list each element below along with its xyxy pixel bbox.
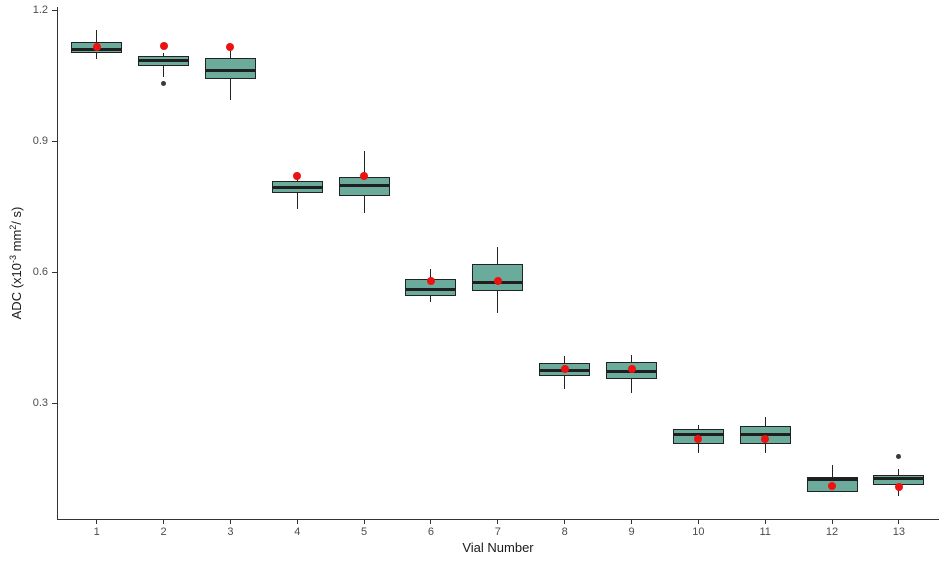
y-tick-label: 1.2: [32, 4, 48, 17]
whisker-upper: [229, 50, 231, 59]
mean-point: [627, 365, 636, 374]
whisker-lower: [697, 444, 699, 453]
y-title-suffix: / s): [9, 206, 25, 225]
whisker-upper: [363, 151, 365, 177]
y-title-exponent: -3: [7, 254, 18, 264]
whisker-lower: [363, 196, 365, 214]
median-line: [739, 432, 791, 436]
x-tick-mark: [430, 520, 432, 524]
x-tick-mark: [831, 520, 833, 524]
box-rect: [204, 58, 256, 80]
x-axis-title: Vial Number: [462, 540, 534, 555]
x-tick-mark: [296, 520, 298, 524]
whisker-upper: [96, 30, 98, 43]
x-tick-label: 7: [494, 526, 501, 538]
whisker-upper: [764, 416, 766, 426]
y-tick-label: 0.9: [32, 135, 48, 148]
whisker-upper: [430, 269, 432, 280]
x-tick-mark: [697, 520, 699, 524]
whisker-upper: [898, 469, 900, 476]
x-tick-label: 3: [227, 526, 234, 538]
mean-point: [894, 482, 903, 491]
median-line: [204, 68, 256, 72]
x-tick-label: 2: [160, 526, 167, 538]
y-tick-label: 0.3: [32, 397, 48, 410]
y-axis-title: ADC (x10-3 mm2/ s): [8, 207, 24, 320]
y-tick-label: 0.6: [32, 266, 48, 279]
x-tick-mark: [163, 520, 165, 524]
median-line: [873, 477, 925, 481]
mean-point: [493, 276, 502, 285]
whisker-upper: [163, 53, 165, 57]
mean-point: [426, 276, 435, 285]
y-tick-mark: [52, 403, 57, 405]
x-tick-label: 6: [427, 526, 434, 538]
x-tick-mark: [898, 520, 900, 524]
whisker-lower: [497, 290, 499, 313]
median-line: [338, 183, 390, 187]
whisker-lower: [430, 295, 432, 302]
y-tick-mark: [52, 141, 57, 143]
x-tick-label: 1: [93, 526, 100, 538]
x-tick-label: 8: [561, 526, 568, 538]
whisker-upper: [564, 355, 566, 363]
whisker-lower: [163, 66, 165, 77]
plot-panel: [57, 7, 939, 520]
median-line: [138, 59, 190, 63]
mean-point: [828, 482, 837, 491]
x-tick-mark: [764, 520, 766, 524]
x-tick-mark: [96, 520, 98, 524]
mean-point: [360, 172, 369, 181]
mean-point: [560, 364, 569, 373]
x-tick-mark: [363, 520, 365, 524]
median-line: [405, 287, 457, 291]
mean-point: [761, 435, 770, 444]
whisker-lower: [564, 376, 566, 389]
outlier-point: [161, 80, 167, 86]
whisker-lower: [764, 443, 766, 453]
x-tick-mark: [631, 520, 632, 524]
mean-point: [226, 42, 235, 51]
mean-point: [694, 434, 703, 443]
x-tick-label: 13: [892, 526, 906, 538]
whisker-lower: [96, 52, 98, 60]
y-title-mid: mm: [9, 229, 25, 255]
outlier-point: [896, 453, 902, 459]
x-tick-label: 11: [759, 526, 771, 538]
mean-point: [92, 42, 101, 51]
mean-point: [293, 171, 302, 180]
x-tick-label: 12: [825, 526, 839, 538]
whisker-upper: [497, 246, 499, 265]
whisker-upper: [831, 464, 833, 477]
whisker-lower: [631, 379, 632, 393]
median-line: [271, 186, 323, 190]
whisker-lower: [296, 193, 298, 209]
y-tick-mark: [52, 10, 57, 12]
x-tick-mark: [229, 520, 231, 524]
whisker-lower: [229, 79, 231, 101]
whisker-upper: [697, 425, 699, 430]
y-title-exponent2: 2: [7, 224, 18, 230]
median-line: [672, 432, 724, 436]
mean-point: [159, 42, 168, 51]
whisker-upper: [631, 354, 632, 362]
x-tick-mark: [564, 520, 566, 524]
x-tick-label: 9: [628, 526, 635, 538]
x-tick-label: 10: [692, 526, 705, 538]
x-tick-mark: [497, 520, 499, 524]
x-tick-label: 5: [361, 526, 368, 538]
y-tick-mark: [52, 272, 57, 274]
median-line: [806, 478, 858, 482]
x-tick-label: 4: [294, 526, 301, 538]
